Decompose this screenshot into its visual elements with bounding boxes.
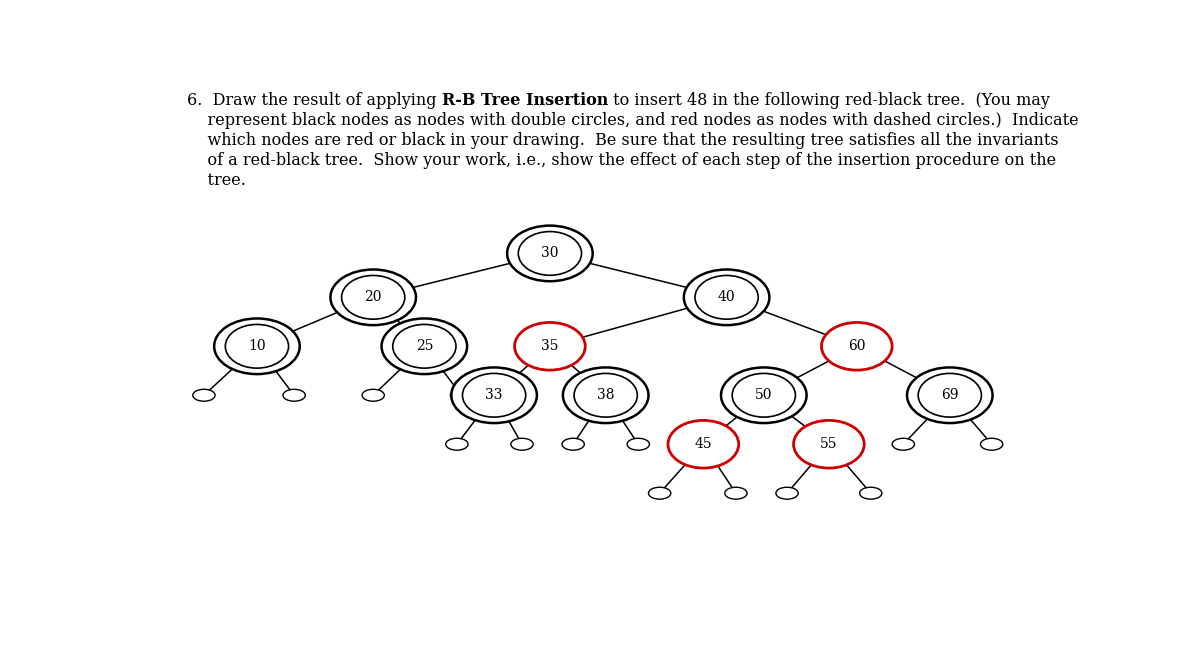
Text: 30: 30	[541, 246, 559, 261]
Ellipse shape	[695, 275, 758, 319]
Ellipse shape	[822, 322, 892, 370]
Circle shape	[450, 390, 473, 401]
Text: to insert 48 in the following red-black tree.  (You may: to insert 48 in the following red-black …	[608, 92, 1050, 109]
Ellipse shape	[226, 324, 288, 368]
Ellipse shape	[793, 421, 864, 468]
Ellipse shape	[684, 270, 769, 325]
Ellipse shape	[732, 373, 796, 417]
Circle shape	[445, 438, 468, 450]
Text: represent black nodes as nodes with double circles, and red nodes as nodes with : represent black nodes as nodes with doub…	[187, 112, 1079, 129]
Text: 50: 50	[755, 388, 773, 402]
Text: 38: 38	[596, 388, 614, 402]
Text: 69: 69	[941, 388, 959, 402]
Text: 45: 45	[695, 437, 712, 451]
Ellipse shape	[214, 319, 300, 374]
Ellipse shape	[515, 322, 586, 370]
Circle shape	[725, 487, 748, 499]
Text: 25: 25	[415, 339, 433, 353]
Ellipse shape	[451, 368, 536, 423]
Text: 60: 60	[848, 339, 865, 353]
Circle shape	[648, 487, 671, 499]
Ellipse shape	[392, 324, 456, 368]
Text: 33: 33	[485, 388, 503, 402]
Circle shape	[776, 487, 798, 499]
Circle shape	[859, 487, 882, 499]
Circle shape	[562, 438, 584, 450]
Ellipse shape	[382, 319, 467, 374]
Circle shape	[193, 390, 215, 401]
Ellipse shape	[518, 232, 582, 275]
Circle shape	[283, 390, 305, 401]
Text: 6.  Draw the result of applying: 6. Draw the result of applying	[187, 92, 442, 109]
Ellipse shape	[574, 373, 637, 417]
Ellipse shape	[462, 373, 526, 417]
Ellipse shape	[721, 368, 806, 423]
Circle shape	[362, 390, 384, 401]
Ellipse shape	[563, 368, 648, 423]
Ellipse shape	[918, 373, 982, 417]
Circle shape	[892, 438, 914, 450]
Circle shape	[980, 438, 1003, 450]
Ellipse shape	[907, 368, 992, 423]
Text: 40: 40	[718, 290, 736, 304]
Text: of a red-black tree.  Show your work, i.e., show the effect of each step of the : of a red-black tree. Show your work, i.e…	[187, 152, 1056, 169]
Text: 20: 20	[365, 290, 382, 304]
Text: 35: 35	[541, 339, 559, 353]
Circle shape	[628, 438, 649, 450]
Text: R-B Tree Insertion: R-B Tree Insertion	[442, 92, 608, 109]
Circle shape	[511, 438, 533, 450]
Text: which nodes are red or black in your drawing.  Be sure that the resulting tree s: which nodes are red or black in your dra…	[187, 132, 1058, 149]
Text: 55: 55	[820, 437, 838, 451]
Ellipse shape	[668, 421, 739, 468]
Ellipse shape	[508, 226, 593, 281]
Text: 10: 10	[248, 339, 265, 353]
Ellipse shape	[330, 270, 416, 325]
Ellipse shape	[342, 275, 404, 319]
Text: tree.: tree.	[187, 172, 246, 189]
